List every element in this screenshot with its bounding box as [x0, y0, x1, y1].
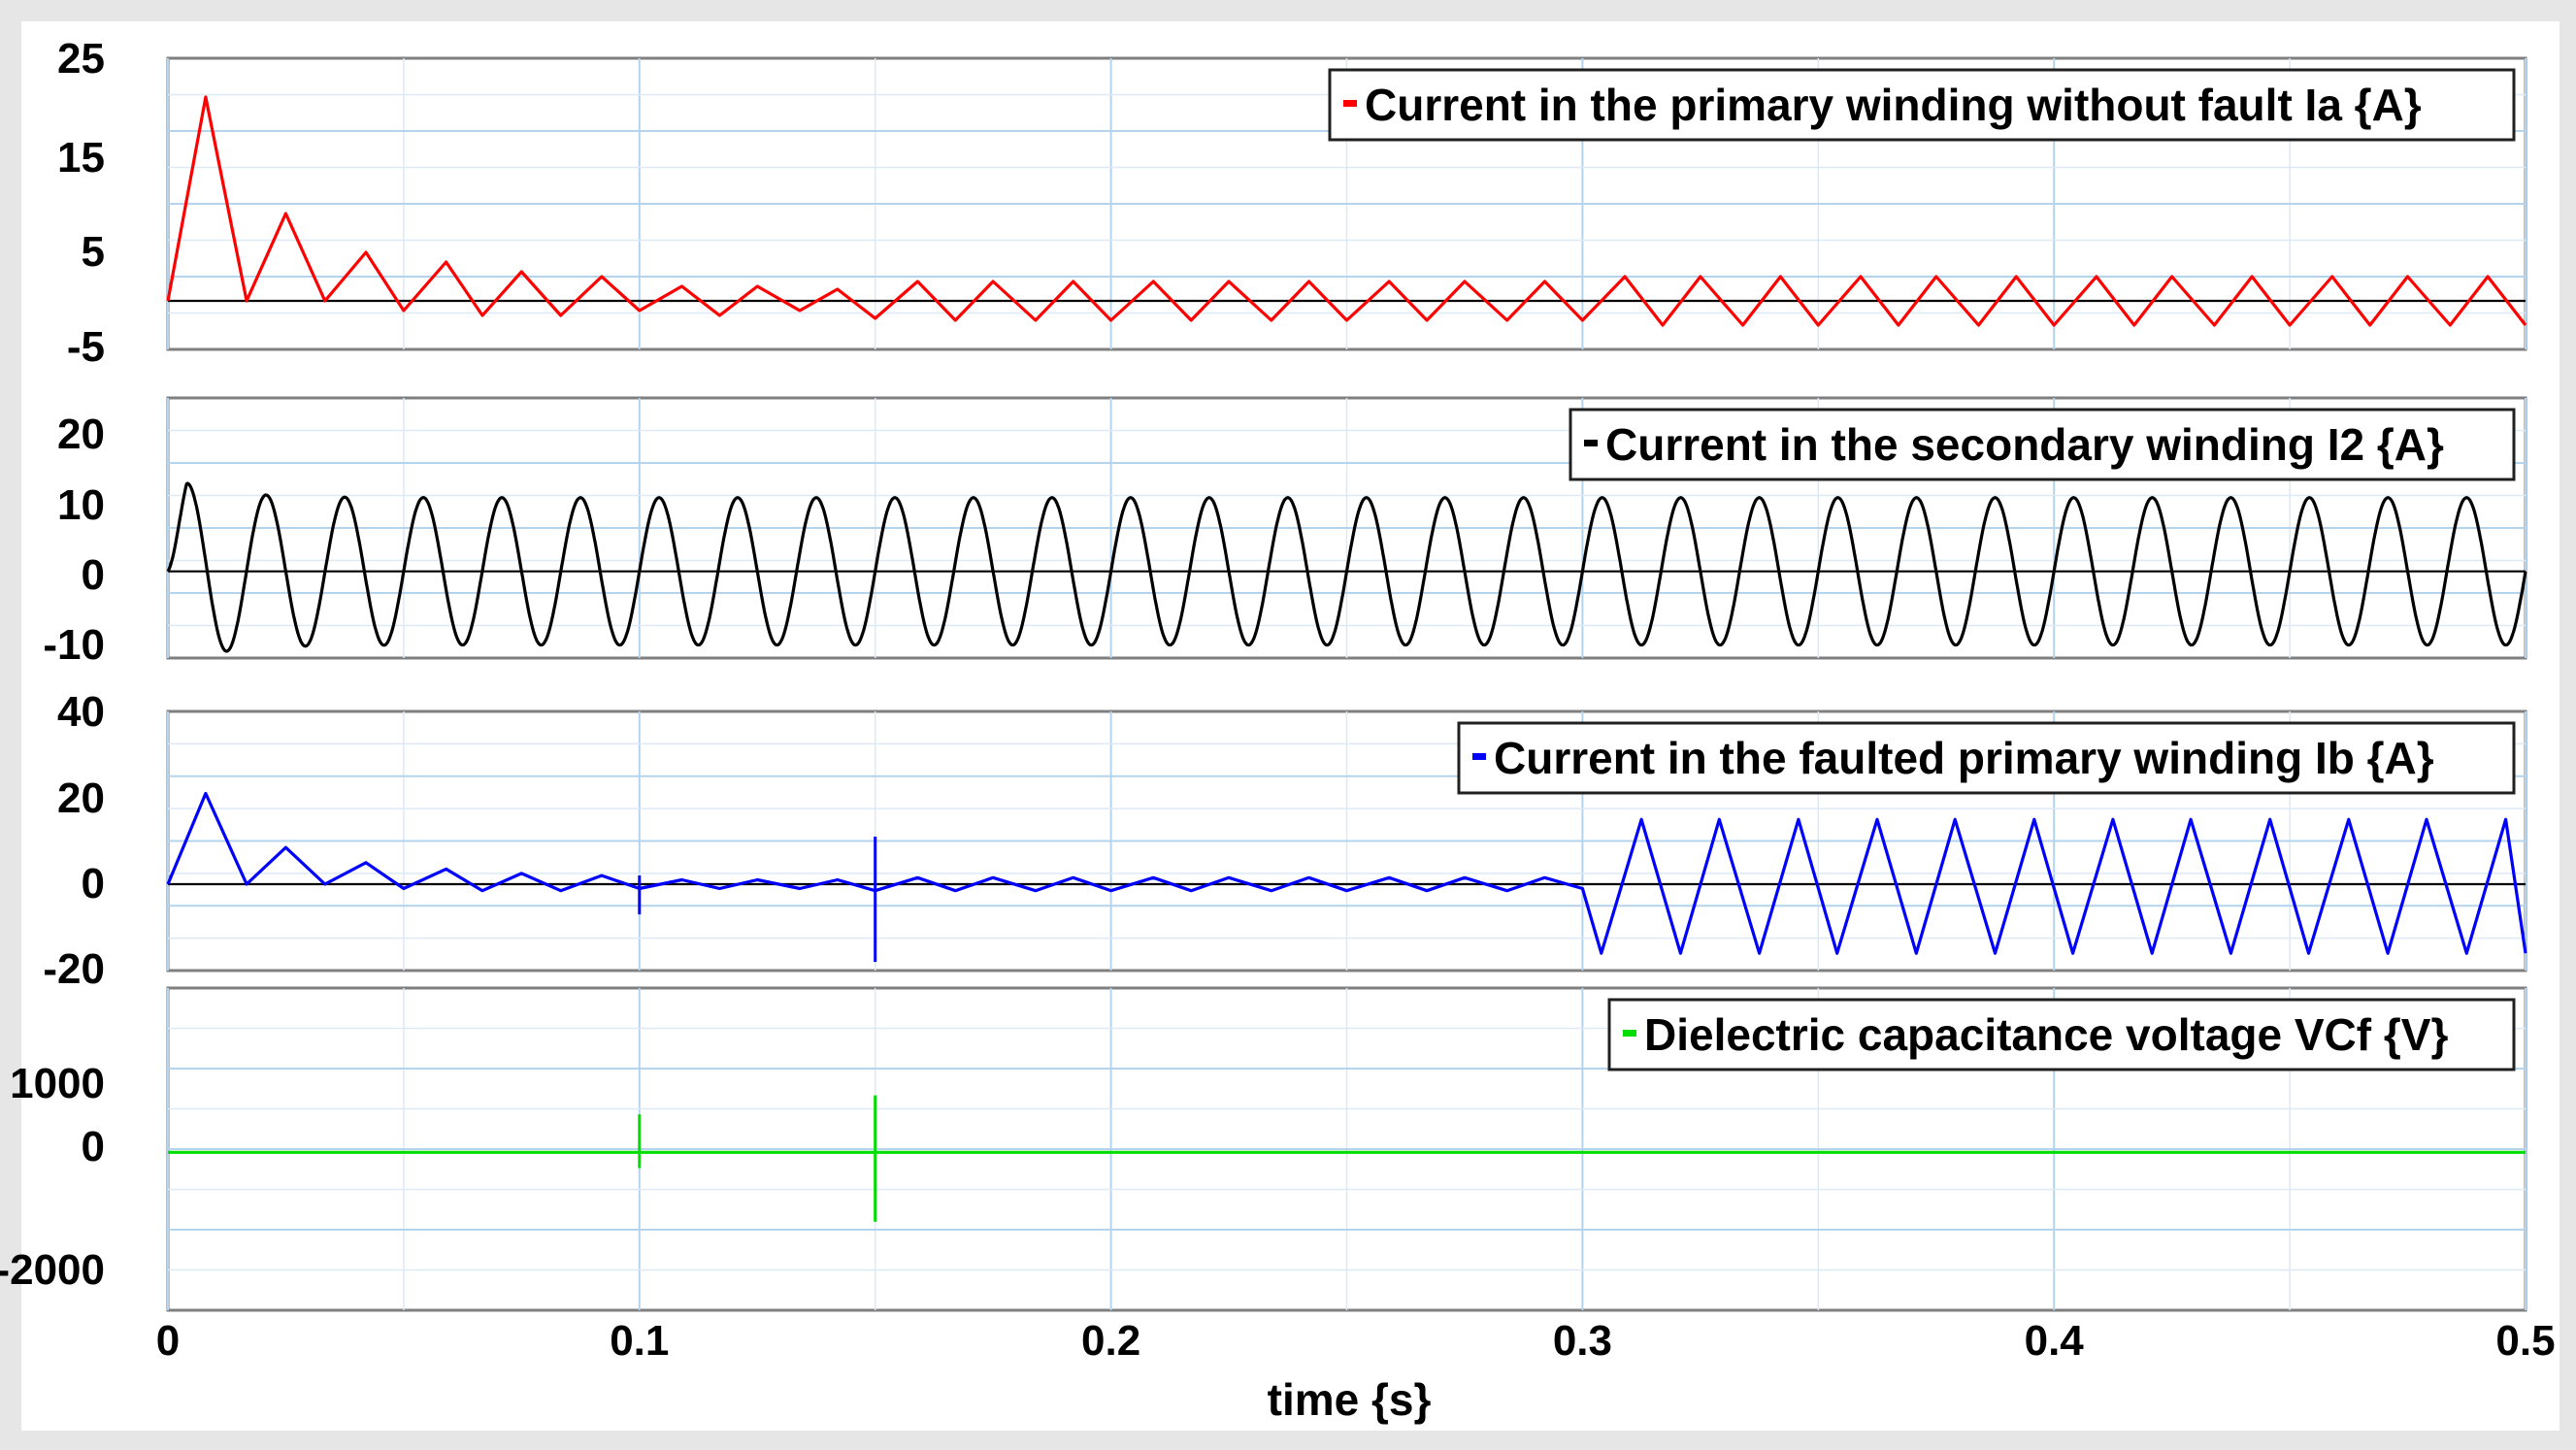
x-tick-label: 0 — [156, 1317, 180, 1365]
legend-box — [1328, 68, 2516, 142]
legend-box — [1457, 721, 2516, 795]
chart-panel-2: 20 10 0 -10 Current in the secondary winding… — [43, 396, 2527, 669]
legend-swatch — [1623, 1030, 1636, 1037]
chart-panel-4: 1000 0 -2000 Dielectric capacitance voltage… — [0, 986, 2527, 1312]
legend-label: Dielectric capacitance voltage VCf {V} — [1644, 1009, 2448, 1060]
y-tick-label: 0 — [82, 860, 105, 907]
x-axis-title: time {s} — [1268, 1374, 1432, 1425]
legend-swatch — [1343, 100, 1357, 107]
y-tick-label: -20 — [43, 945, 105, 993]
y-tick-label: 10 — [57, 481, 105, 529]
series-line — [166, 791, 2527, 955]
y-tick-label: -5 — [67, 323, 105, 371]
legend: Current in the faulted primary winding I… — [1457, 721, 2516, 795]
series-4 — [168, 1095, 2526, 1222]
y-tick-label: 20 — [57, 774, 105, 822]
legend-swatch — [1584, 440, 1598, 446]
y-tick-label: 40 — [57, 688, 105, 736]
y-tick-label: -10 — [43, 621, 105, 669]
x-tick-label: 0.3 — [1553, 1317, 1612, 1365]
x-tick-label: 0.2 — [1081, 1317, 1140, 1365]
chart-panel-3: 40 20 0 -20 Current in the faulted primary w… — [43, 688, 2527, 993]
x-tick-label: 0.4 — [2025, 1317, 2085, 1365]
series-3 — [166, 791, 2527, 963]
y-tick-label: 25 — [57, 35, 105, 82]
legend-label: Current in the primary winding without f… — [1365, 80, 2422, 130]
chart-panels: 25 15 5 -5 Current in the primary winding wi… — [0, 35, 2527, 1312]
y-tick-label: 0 — [82, 551, 105, 599]
legend-swatch — [1472, 753, 1486, 760]
y-tick-label: 20 — [57, 411, 105, 458]
chart-panel-1: 25 15 5 -5 Current in the primary winding wi… — [57, 35, 2527, 371]
x-tick-label: 0.1 — [610, 1317, 669, 1365]
y-tick-label: 0 — [82, 1123, 105, 1170]
legend-label: Current in the secondary winding I2 {A} — [1605, 419, 2444, 470]
legend: Current in the primary winding without f… — [1328, 68, 2516, 142]
series-1 — [166, 95, 2527, 327]
y-tick-label: 1000 — [10, 1060, 105, 1107]
y-tick-label: -2000 — [0, 1246, 105, 1294]
series-line — [166, 95, 2527, 327]
series-line — [166, 481, 2527, 653]
y-tick-label: 5 — [82, 228, 105, 276]
legend-box — [1569, 408, 2516, 481]
legend: Dielectric capacitance voltage VCf {V} — [1607, 998, 2516, 1071]
y-tick-label: 15 — [57, 134, 105, 181]
legend-box — [1607, 998, 2516, 1071]
x-tick-label: 0.5 — [2495, 1317, 2555, 1365]
legend-label: Current in the faulted primary winding I… — [1494, 733, 2434, 783]
x-axis: 0 0.1 0.2 0.3 0.4 0.5 — [156, 1317, 2556, 1365]
legend: Current in the secondary winding I2 {A} — [1569, 408, 2516, 481]
series-2 — [166, 481, 2527, 653]
